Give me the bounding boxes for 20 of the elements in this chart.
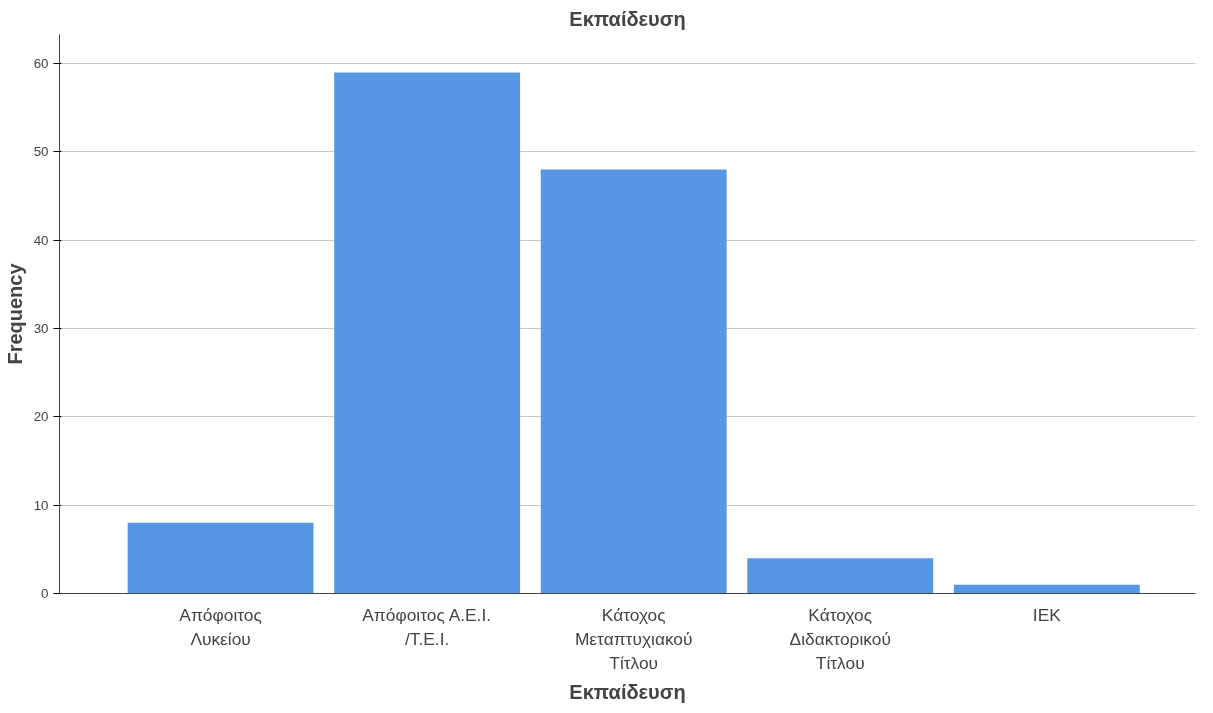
chart-title: Εκπαίδευση [569,7,686,30]
bar [334,72,521,594]
y-tick-label: 20 [33,409,49,425]
y-tick-label: 0 [41,586,49,601]
y-tick-label: 40 [33,232,49,248]
y-axis-title: Frequency [3,262,26,365]
y-tick-label: 30 [33,321,49,337]
x-tick-label: Απόφοιτος Λυκείου [179,604,262,649]
x-tick-label: ΙΕΚ [1032,604,1062,625]
bar [953,584,1140,594]
x-tick-label: Κάτοχος Μεταπτυχιακού Τίτλου [574,604,693,673]
bar [127,522,314,594]
bar [747,558,934,594]
y-tick-label: 50 [33,144,49,160]
y-tick-label: 10 [33,497,49,513]
x-axis-title: Εκπαίδευση [569,680,686,703]
bar [540,169,727,594]
x-tick-label: Κάτοχος Διδακτορικού Τίτλου [789,604,891,673]
y-tick-label: 60 [33,56,49,72]
x-tick-label: Απόφοιτος Α.Ε.Ι. /Τ.Ε.Ι. [362,604,492,649]
